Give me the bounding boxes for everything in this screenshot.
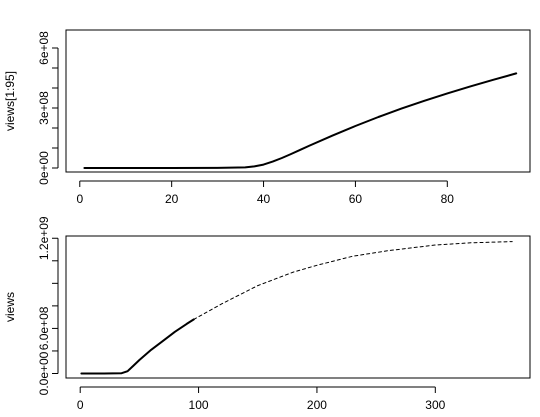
x-tick-label: 300 (425, 398, 445, 412)
y-tick-label: 0.0e+00 (37, 351, 51, 395)
y-tick-label: 3e+08 (37, 91, 51, 125)
x-tick-label: 100 (189, 398, 209, 412)
x-tick-label: 40 (257, 192, 271, 206)
x-tick-label: 80 (441, 192, 455, 206)
x-tick-label: 20 (165, 192, 179, 206)
plot-frame (65, 235, 531, 379)
plot-frame (65, 29, 531, 173)
y-tick-label: 6e+08 (37, 31, 51, 65)
x-tick-label: 0 (77, 398, 84, 412)
series-line (83, 72, 518, 169)
x-tick-label: 0 (76, 192, 83, 206)
y-tick-label: 0e+00 (37, 151, 51, 185)
top-panel: 0 20 40 60 80 0e+00 3e+08 6e+08 views[1:95] (3, 29, 531, 206)
x-tick-label: 200 (307, 398, 327, 412)
y-axis-label: views (3, 292, 17, 322)
series-line (80, 318, 195, 375)
x-tick-label: 60 (349, 192, 363, 206)
y-tick-label: 1.2e+09 (37, 216, 51, 260)
y-axis-label: views[1:95] (3, 71, 17, 131)
bottom-panel: 0 100 200 300 0.0e+006.0e+08 1.2e+09 views (3, 216, 531, 412)
series-line-dashed (193, 241, 513, 320)
y-tick-label: 6.0e+08 (37, 306, 51, 350)
